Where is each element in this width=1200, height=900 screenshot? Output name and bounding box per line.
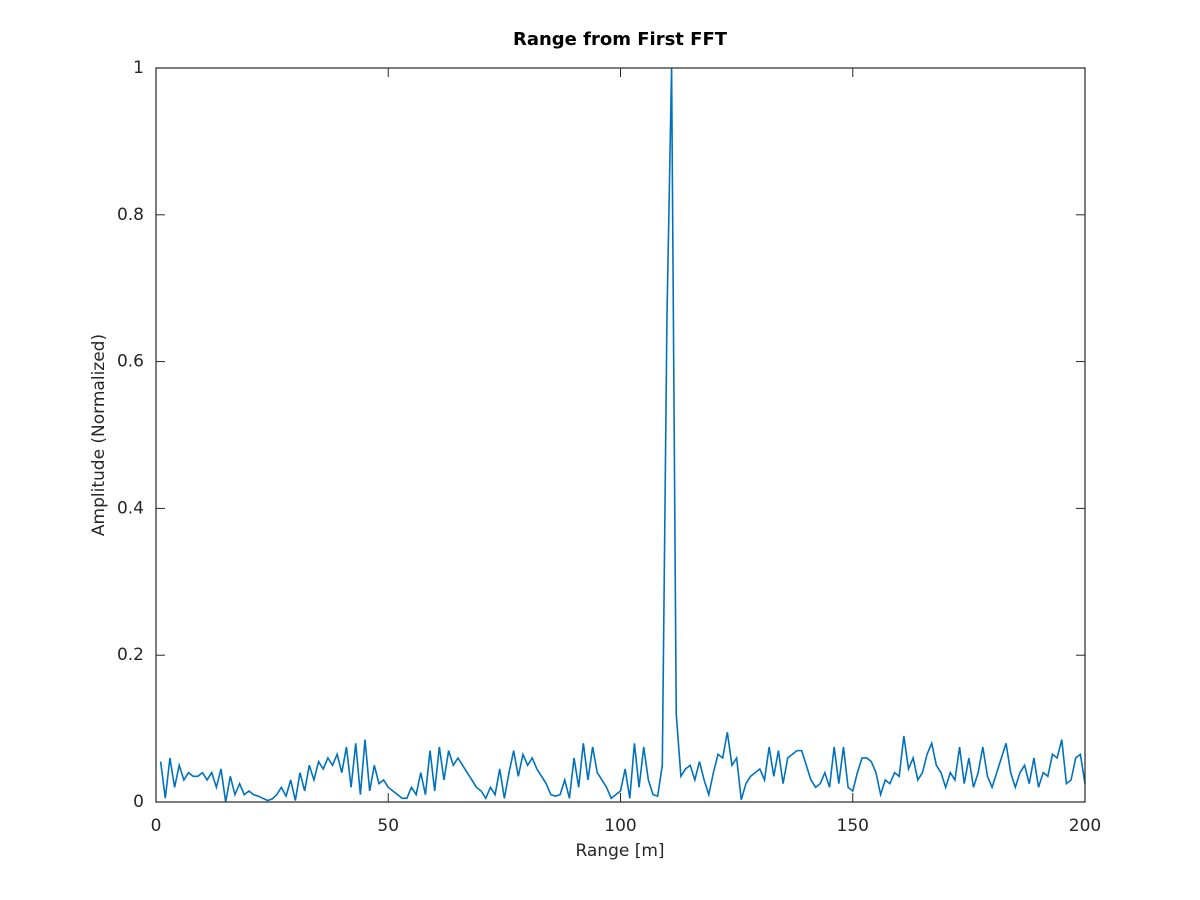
x-tick-label: 200 [1069,816,1101,836]
x-tick-label: 50 [377,816,399,836]
y-tick-label: 0.4 [117,498,144,518]
x-tick-label: 0 [151,816,162,836]
data-line [159,67,1086,803]
y-tick-label: 0 [133,792,144,812]
x-axis-label: Range [m] [575,841,664,861]
y-tick-label: 0.6 [117,352,144,372]
y-tick-label: 0.8 [117,205,144,225]
x-tick-label: 100 [604,816,636,836]
x-tick-label: 150 [837,816,869,836]
y-tick-label: 0.2 [117,645,144,665]
y-axis-label: Amplitude (Normalized) [89,334,109,536]
chart-title: Range from First FFT [513,29,728,50]
y-tick-label: 1 [133,58,144,78]
plot-frame [155,67,1086,803]
